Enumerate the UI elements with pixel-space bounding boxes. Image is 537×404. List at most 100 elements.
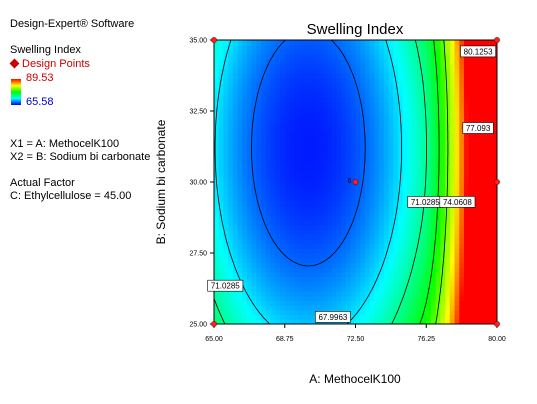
heatmap-cell (308, 262, 314, 268)
heatmap-cell (247, 300, 253, 306)
heatmap-cell (482, 200, 489, 207)
heatmap-cell (270, 54, 276, 60)
heatmap-cell (341, 49, 347, 55)
heatmap-cell (289, 40, 295, 46)
heatmap-cell (327, 158, 333, 164)
heatmap-cell (364, 191, 371, 197)
heatmap-cell (459, 314, 465, 320)
heatmap-cell (270, 224, 276, 230)
heatmap-cell (294, 219, 300, 226)
heatmap-cell (463, 295, 470, 301)
contour-label: 71.0285 (411, 198, 440, 207)
heatmap-cell (331, 158, 338, 164)
heatmap-cell (218, 177, 225, 183)
heatmap-cell (478, 40, 484, 46)
heatmap-cell (308, 101, 314, 107)
heatmap-cell (416, 267, 423, 273)
heatmap-cell (492, 153, 497, 159)
heatmap-cell (237, 186, 243, 193)
heatmap-cell (242, 73, 248, 79)
heatmap-cell (247, 257, 253, 264)
heatmap-cell (440, 182, 446, 188)
heatmap-cell (402, 182, 408, 188)
heatmap-cell (317, 286, 324, 292)
heatmap-cell (237, 177, 243, 183)
heatmap-cell (294, 309, 300, 316)
heatmap-cell (270, 44, 276, 51)
heatmap-cell (294, 40, 300, 46)
heatmap-cell (214, 253, 220, 259)
heatmap-cell (223, 144, 229, 150)
heatmap-cell (350, 148, 357, 155)
heatmap-cell (289, 144, 295, 150)
heatmap-cell (459, 106, 465, 112)
heatmap-cell (350, 139, 357, 145)
heatmap-cell (341, 182, 347, 188)
heatmap-cell (275, 215, 281, 221)
heatmap-cell (218, 243, 225, 249)
heatmap-cell (355, 120, 361, 126)
heatmap-cell (478, 276, 484, 282)
heatmap-cell (487, 148, 493, 155)
heatmap-cell (294, 49, 300, 55)
contour-label-box (439, 196, 476, 208)
heatmap-cell (228, 44, 234, 51)
heatmap-cell (303, 115, 309, 122)
heatmap-cell (430, 148, 437, 155)
heatmap-cell (265, 125, 272, 131)
heatmap-cell (388, 238, 394, 245)
heatmap-cell (218, 309, 225, 316)
heatmap-cell (284, 172, 291, 178)
heatmap-cell (214, 144, 220, 150)
heatmap-cell (237, 309, 243, 316)
heatmap-cell (412, 281, 418, 287)
heatmap-cell (421, 54, 427, 60)
heatmap-cell (379, 153, 385, 159)
heatmap-cell (218, 40, 225, 46)
heatmap-cell (435, 153, 441, 159)
heatmap-cell (435, 257, 441, 264)
heatmap-cell (218, 158, 225, 164)
heatmap-cell (251, 148, 258, 155)
heatmap-cell (435, 158, 441, 164)
heatmap-cell (265, 281, 272, 287)
heatmap-cell (449, 96, 456, 103)
heatmap-cell (336, 295, 342, 301)
heatmap-cell (280, 196, 286, 202)
heatmap-cell (482, 253, 489, 259)
heatmap-cell (317, 77, 324, 84)
heatmap-cell (280, 290, 286, 297)
heatmap-cell (237, 210, 243, 216)
contour-line (419, 40, 440, 324)
heatmap-cell (350, 243, 357, 249)
heatmap-cell (346, 182, 352, 188)
heatmap-cell (223, 153, 229, 159)
heatmap-cell (228, 234, 234, 240)
heatmap-cell (402, 215, 408, 221)
heatmap-cell (468, 96, 475, 103)
heatmap-cell (482, 234, 489, 240)
heatmap-cell (228, 82, 234, 88)
heatmap-cell (298, 219, 305, 226)
heatmap-cell (317, 271, 324, 278)
heatmap-cell (388, 248, 394, 254)
heatmap-cell (379, 92, 385, 98)
heatmap-cell (407, 248, 413, 254)
heatmap-cell (265, 96, 272, 103)
heatmap-cell (242, 314, 248, 320)
heatmap-cell (317, 68, 324, 74)
heatmap-cell (237, 96, 243, 103)
heatmap-cell (360, 262, 366, 268)
heatmap-cell (303, 271, 309, 278)
heatmap-cell (313, 134, 319, 140)
heatmap-cell (327, 191, 333, 197)
heatmap-cell (430, 238, 437, 245)
heatmap-cell (449, 44, 456, 51)
heatmap-cell (346, 267, 352, 273)
heatmap-cell (492, 257, 497, 264)
heatmap-cell (355, 248, 361, 254)
heatmap-cell (261, 319, 267, 324)
heatmap-cell (463, 300, 470, 306)
heatmap-cell (228, 248, 234, 254)
heatmap-cell (478, 82, 484, 88)
